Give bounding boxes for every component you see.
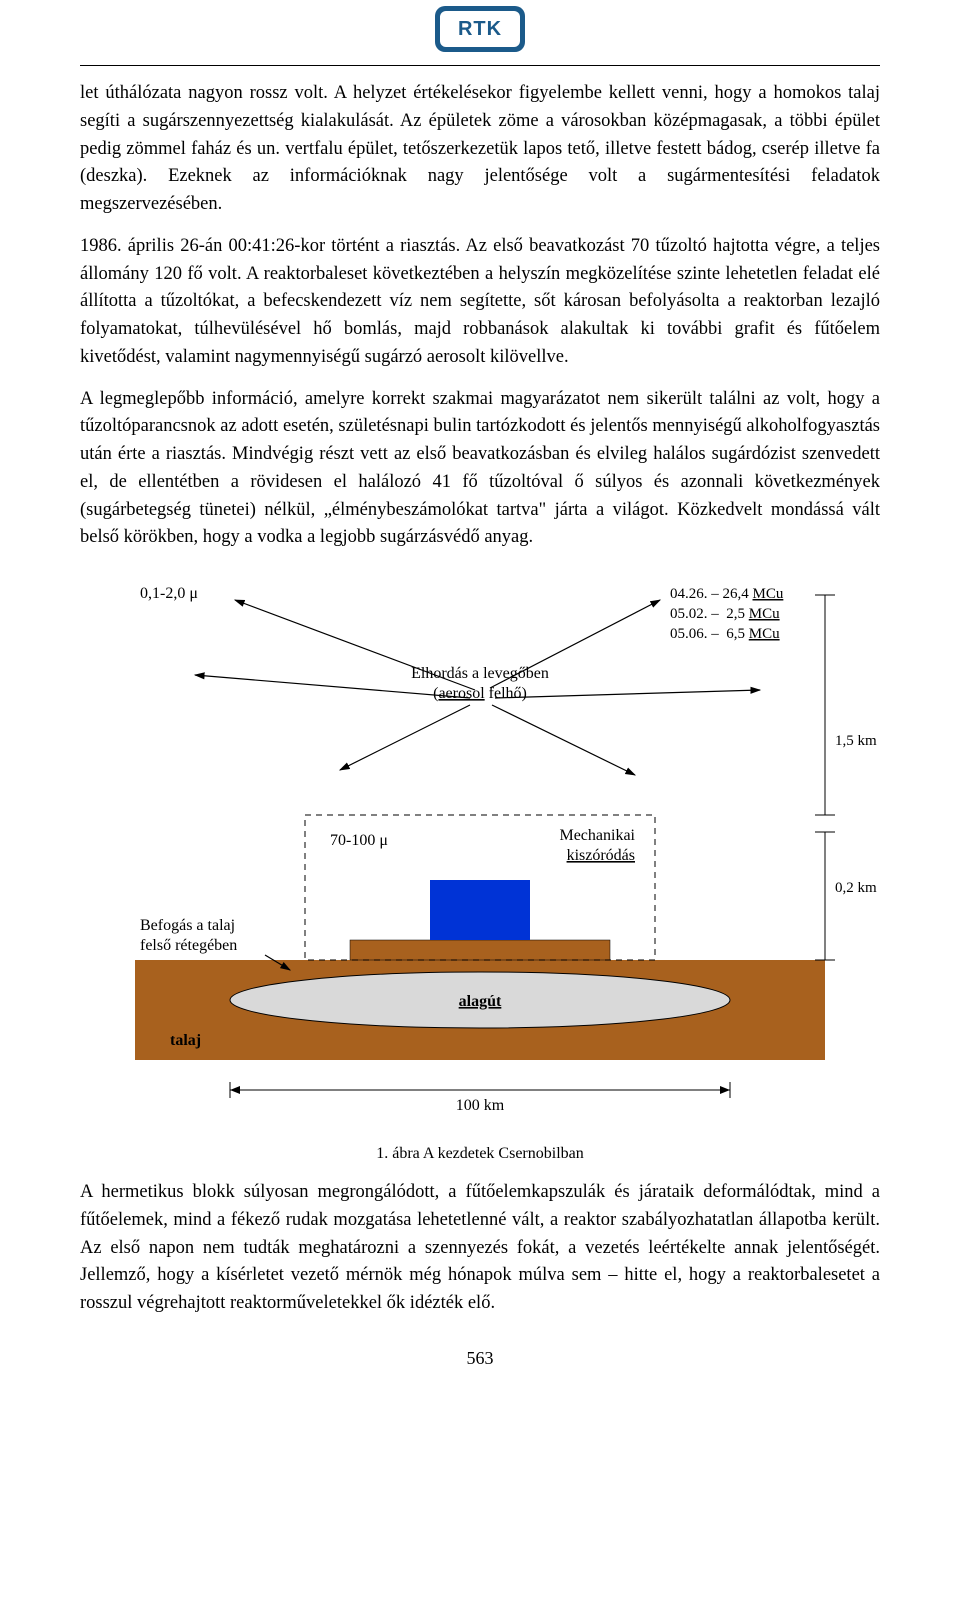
- label-capture-1: Befogás a talaj: [140, 917, 235, 934]
- base-rect: [350, 940, 610, 960]
- figure-1-caption: 1. ábra A kezdetek Csernobilban: [80, 1145, 880, 1163]
- label-mech-1: Mechanikai: [559, 827, 635, 844]
- label-particle-left: 0,1-2,0 μ: [140, 585, 198, 602]
- label-capture-2: felső rétegében: [140, 937, 237, 954]
- label-aerosol-2: (aerosol felhő): [433, 685, 527, 702]
- label-0.2km: 0,2 km: [835, 880, 877, 896]
- arrow-downright: [492, 705, 635, 775]
- arrow-downleft: [340, 705, 470, 770]
- label-aerosol-2-ul: aerosol: [438, 685, 485, 702]
- page-number: 563: [80, 1348, 880, 1369]
- label-date3: 05.06. – 6,5 MCu: [670, 626, 780, 642]
- scale-arrow-r: [720, 1086, 730, 1094]
- reactor-rect: [430, 880, 530, 940]
- figure-1-svg: 1,5 km 0,2 km El: [80, 570, 880, 1130]
- label-soil: talaj: [170, 1032, 201, 1049]
- scale-arrow-l: [230, 1086, 240, 1094]
- label-tunnel: alagút: [459, 993, 502, 1010]
- label-particle-mid: 70-100 μ: [330, 832, 388, 849]
- label-mech-2: kiszóródás: [567, 847, 635, 864]
- paragraph-2: 1986. április 26-án 00:41:26-kor történt…: [80, 233, 880, 372]
- label-date2: 05.02. – 2,5 MCu: [670, 606, 780, 622]
- figure-1: 1,5 km 0,2 km El: [80, 570, 880, 1135]
- logo-wrap: RTK: [80, 0, 880, 61]
- header-rule: [80, 65, 880, 66]
- paragraph-4: A hermetikus blokk súlyosan megrongálódo…: [80, 1179, 880, 1318]
- rtk-logo: RTK: [435, 6, 525, 52]
- paragraph-3: A legmeglepőbb információ, amelyre korre…: [80, 386, 880, 553]
- rtk-logo-text: RTK: [440, 11, 520, 47]
- label-aerosol-1: Elhordás a levegőben: [411, 665, 549, 682]
- label-scale: 100 km: [456, 1097, 505, 1114]
- paragraph-1: let úthálózata nagyon rossz volt. A hely…: [80, 80, 880, 219]
- label-date1: 04.26. – 26,4 MCu: [670, 586, 784, 602]
- label-1.5km: 1,5 km: [835, 733, 877, 749]
- page-root: RTK let úthálózata nagyon rossz volt. A …: [0, 0, 960, 1389]
- arrow-right: [495, 690, 760, 698]
